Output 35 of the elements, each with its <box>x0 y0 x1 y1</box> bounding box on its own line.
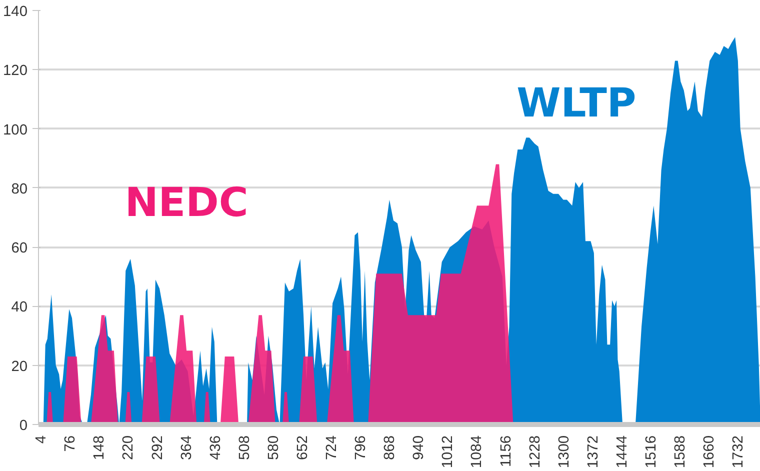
y-tick-label: 20 <box>11 358 28 375</box>
y-tick-label: 0 <box>19 418 28 434</box>
x-tick-label: 796 <box>353 435 370 460</box>
y-tick-label: 60 <box>11 240 28 257</box>
x-tick-label: 1156 <box>498 435 514 468</box>
x-tick-label: 1660 <box>702 435 718 468</box>
y-tick-label: 140 <box>3 4 28 20</box>
x-tick-label: 1732 <box>730 435 747 468</box>
x-tick-label: 1588 <box>672 435 689 468</box>
y-tick-label: 40 <box>11 300 28 316</box>
y-tick-label: 100 <box>3 122 28 138</box>
y-tick-label: 80 <box>11 181 28 198</box>
text: NEDC <box>124 180 248 226</box>
x-tick-label: 1012 <box>440 435 456 468</box>
y-tick-label: 120 <box>3 63 28 80</box>
x-tick-label: 1444 <box>614 435 630 468</box>
x-tick-label: 1516 <box>643 435 660 468</box>
x-tick-label: 1300 <box>556 435 572 468</box>
x-tick-label: 1228 <box>527 435 544 468</box>
x-tick-label: 148 <box>92 435 108 460</box>
x-tick-label: 508 <box>236 435 253 460</box>
x-tick-label: 76 <box>62 435 79 452</box>
x-tick-label: 220 <box>120 435 137 460</box>
x-tick-label: 1372 <box>585 435 602 468</box>
x-tick-label: 292 <box>150 435 166 460</box>
x-tick-label: 724 <box>324 435 340 460</box>
x-tick-label: 436 <box>208 435 224 460</box>
x-tick-label: 868 <box>382 435 398 460</box>
x-tick-label: 4 <box>34 435 50 444</box>
x-tick-label: 364 <box>178 435 195 460</box>
x-tick-label: 1084 <box>469 435 486 468</box>
series-label: WLTP <box>516 80 636 127</box>
x-tick-label: 652 <box>294 435 311 460</box>
x-tick-label: 580 <box>266 435 282 460</box>
x-tick-label: 940 <box>411 435 428 460</box>
